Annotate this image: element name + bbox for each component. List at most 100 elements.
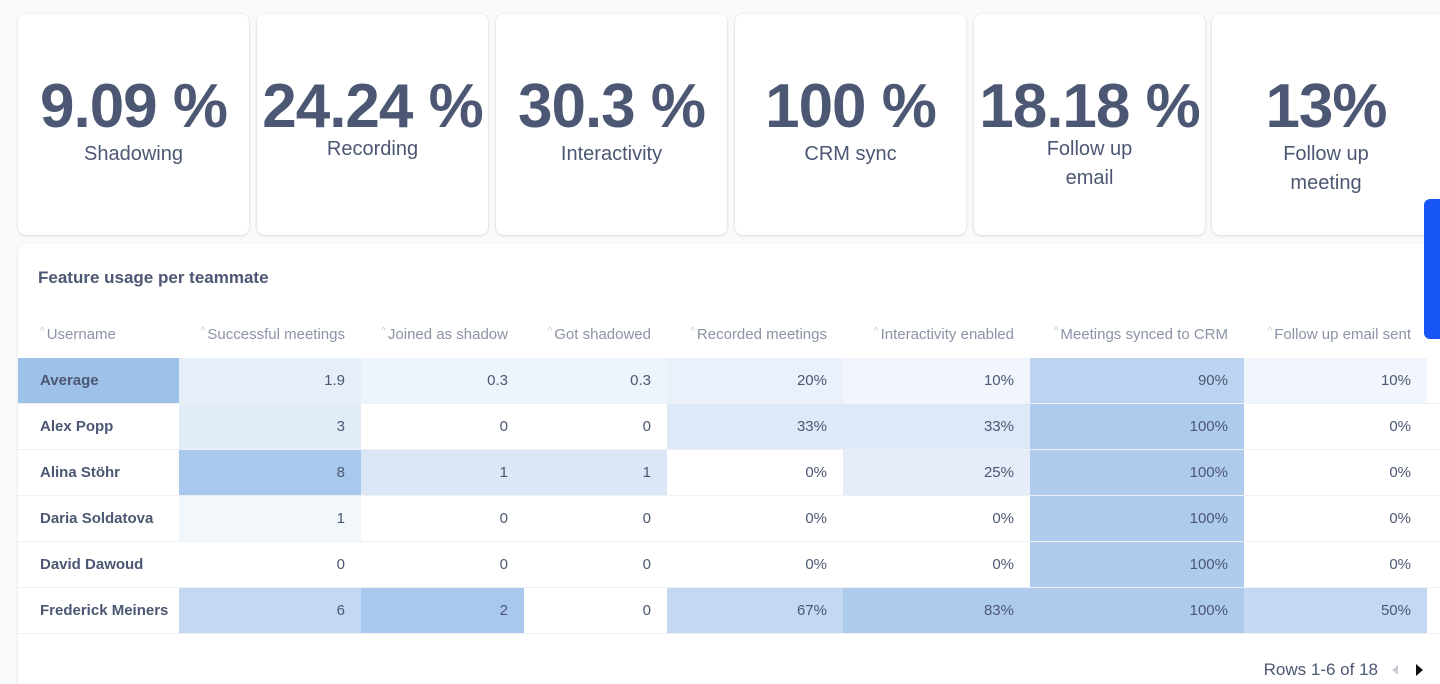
- table-row[interactable]: Alina Stöhr 8 1 1 0% 25% 100% 0%: [18, 450, 1440, 496]
- column-header-label: Meetings synced to CRM: [1060, 326, 1228, 343]
- column-header-label: Interactivity enabled: [880, 326, 1014, 343]
- kpi-label: meeting: [1290, 172, 1362, 194]
- prev-page-icon[interactable]: [1388, 663, 1402, 677]
- sort-caret-icon: ^: [1267, 326, 1273, 337]
- next-page-icon[interactable]: [1412, 663, 1426, 677]
- table-cell: 0%: [1244, 450, 1427, 495]
- table-cell: 33%: [667, 404, 843, 449]
- table-row[interactable]: Frederick Meiners 6 2 0 67% 83% 100% 50%: [18, 588, 1440, 634]
- table-cell: 100%: [1030, 450, 1244, 495]
- table-cell: 0: [524, 542, 667, 587]
- table-cell: 10%: [1244, 358, 1427, 403]
- table-cell: 0: [361, 404, 524, 449]
- column-header-label: Follow up email sent: [1274, 326, 1411, 343]
- column-header-got-shadowed[interactable]: ^ Got shadowed: [524, 326, 651, 346]
- kpi-value: 9.09 %: [39, 72, 228, 141]
- table-row[interactable]: Alex Popp 3 0 0 33% 33% 100% 0%: [18, 404, 1440, 450]
- table-cell: 3: [179, 404, 361, 449]
- table-cell: 0.3: [361, 358, 524, 403]
- table-cell: 1.9: [179, 358, 361, 403]
- table-cell: 25%: [843, 450, 1030, 495]
- column-header-joined-as-shadow[interactable]: ^ Joined as shadow: [361, 326, 508, 346]
- kpi-value: 30.3 %: [517, 72, 706, 141]
- sort-caret-icon: ^: [690, 326, 695, 337]
- table-cell: 0%: [667, 496, 843, 541]
- username-cell: Average: [18, 358, 179, 403]
- username-cell: Frederick Meiners: [18, 588, 179, 633]
- username-cell: David Dawoud: [18, 542, 179, 587]
- pagination-label: Rows 1-6 of 18: [1263, 660, 1378, 679]
- table-cell: 0%: [843, 496, 1030, 541]
- kpi-card-crm-sync[interactable]: 100 % CRM sync: [735, 14, 966, 235]
- table-row[interactable]: Average 1.9 0.3 0.3 20% 10% 90% 10%: [18, 358, 1440, 404]
- column-header-label: Got shadowed: [554, 326, 651, 343]
- table-cell: 83%: [843, 588, 1030, 633]
- kpi-label: Follow up: [1046, 138, 1133, 160]
- kpi-label: Follow up: [1283, 143, 1369, 165]
- table-cell: 0: [361, 542, 524, 587]
- sort-caret-icon: ^: [873, 326, 879, 337]
- kpi-value: 24.24 %: [262, 72, 484, 141]
- sort-caret-icon: ^: [1053, 326, 1059, 337]
- column-header-username[interactable]: ^ Username: [40, 326, 190, 346]
- table-cell: 33%: [843, 404, 1030, 449]
- sort-caret-icon: ^: [381, 326, 386, 337]
- kpi-label: Interactivity: [560, 143, 663, 165]
- column-header-meetings-synced-to-crm[interactable]: ^ Meetings synced to CRM: [1030, 326, 1228, 346]
- table-cell: 0%: [1244, 496, 1427, 541]
- kpi-value: 100 %: [765, 72, 937, 141]
- side-feedback-tab[interactable]: [1424, 199, 1440, 339]
- pagination: Rows 1-6 of 18: [1264, 660, 1426, 680]
- table-cell: 8: [179, 450, 361, 495]
- panel-title: Feature usage per teammate: [38, 268, 269, 287]
- column-header-recorded-meetings[interactable]: ^ Recorded meetings: [667, 326, 827, 346]
- table-cell: 20%: [667, 358, 843, 403]
- table-cell: 0: [524, 496, 667, 541]
- table-cell: 0%: [1244, 542, 1427, 587]
- table-cell: 0: [179, 542, 361, 587]
- kpi-card-recording[interactable]: 24.24 % Recording: [257, 14, 488, 235]
- kpi-card-interactivity[interactable]: 30.3 % Interactivity: [496, 14, 727, 235]
- column-header-follow-up-email-sent[interactable]: ^ Follow up email sent: [1244, 326, 1411, 346]
- table-cell: 0: [361, 496, 524, 541]
- sort-caret-icon: ^: [547, 326, 553, 337]
- kpi-card-follow-up-meeting[interactable]: 13% Follow up meeting: [1212, 14, 1440, 235]
- username-cell: Daria Soldatova: [18, 496, 179, 541]
- kpi-card-shadowing[interactable]: 9.09 % Shadowing: [18, 14, 249, 235]
- table-row[interactable]: Daria Soldatova 1 0 0 0% 0% 100% 0%: [18, 496, 1440, 542]
- feature-usage-panel: Feature usage per teammate ^ Username ^ Su…: [18, 244, 1440, 684]
- kpi-label: Shadowing: [84, 143, 183, 165]
- kpi-card-follow-up-email[interactable]: 18.18 % Follow up email: [974, 14, 1205, 235]
- table-cell: 0: [524, 404, 667, 449]
- table-cell: 90%: [1030, 358, 1244, 403]
- username-cell: Alex Popp: [18, 404, 179, 449]
- column-header-successful-meetings[interactable]: ^ Successful meetings: [179, 326, 345, 346]
- table-cell: 0%: [1244, 404, 1427, 449]
- table-cell: 100%: [1030, 542, 1244, 587]
- table-cell: 1: [524, 450, 667, 495]
- table-cell: 6: [179, 588, 361, 633]
- kpi-label: CRM sync: [804, 143, 897, 165]
- column-header-interactivity-enabled[interactable]: ^ Interactivity enabled: [843, 326, 1014, 346]
- column-header-label: Successful meetings: [207, 326, 345, 343]
- table-cell: 1: [361, 450, 524, 495]
- column-header-label: Joined as shadow: [387, 326, 508, 343]
- username-cell: Alina Stöhr: [18, 450, 179, 495]
- kpi-label: Recording: [326, 138, 419, 160]
- column-header-label: Recorded meetings: [696, 326, 827, 343]
- kpi-label: email: [1065, 167, 1114, 189]
- kpi-row: 9.09 % Shadowing 24.24 % Recording 30.3 …: [18, 14, 1440, 236]
- table-cell: 100%: [1030, 404, 1244, 449]
- table-cell: 67%: [667, 588, 843, 633]
- table-cell: 0%: [667, 542, 843, 587]
- table-row[interactable]: David Dawoud 0 0 0 0% 0% 100% 0%: [18, 542, 1440, 588]
- table-cell: 1: [179, 496, 361, 541]
- table-cell: 100%: [1030, 496, 1244, 541]
- table-cell: 0%: [667, 450, 843, 495]
- table-cell: 100%: [1030, 588, 1244, 633]
- table-cell: 2: [361, 588, 524, 633]
- table-cell: 0.3: [524, 358, 667, 403]
- sort-caret-icon: ^: [200, 326, 206, 337]
- kpi-value: 18.18 %: [979, 72, 1201, 141]
